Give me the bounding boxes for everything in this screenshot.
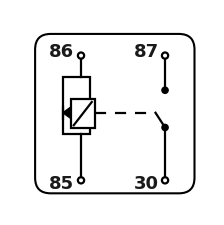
Circle shape [162, 87, 168, 93]
FancyBboxPatch shape [35, 34, 194, 193]
Bar [71, 99, 95, 128]
Text: 85: 85 [49, 175, 74, 193]
Text: 86: 86 [49, 43, 74, 61]
Bar [63, 77, 90, 134]
Polygon shape [63, 107, 71, 119]
Text: 87: 87 [134, 43, 159, 61]
Text: 30: 30 [134, 175, 159, 193]
Circle shape [162, 124, 168, 130]
